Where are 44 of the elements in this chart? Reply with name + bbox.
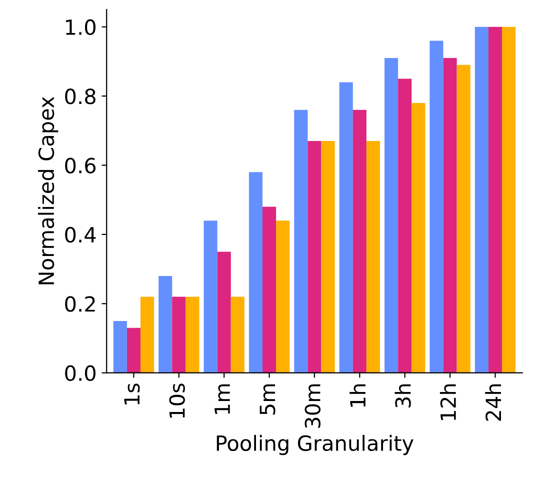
bar (443, 58, 457, 373)
bar (294, 110, 308, 373)
bar (113, 320, 127, 373)
bar (262, 206, 276, 373)
x-tick-label: 3h (394, 384, 411, 408)
bar (204, 220, 218, 373)
x-tick-label: 5m (260, 384, 276, 414)
x-axis-title: Pooling Granularity (216, 434, 414, 456)
x-tick-label: 12h (440, 384, 456, 420)
y-tick-label: 1.0 (66, 19, 96, 36)
bar (474, 26, 488, 373)
x-tick-label: 1h (350, 384, 366, 407)
bar (352, 110, 366, 373)
bar (488, 26, 502, 373)
bar (158, 276, 172, 373)
bar (456, 64, 470, 373)
bar (276, 220, 290, 373)
y-tick-label: 0.6 (65, 158, 96, 174)
y-tick-label: 0.0 (65, 365, 96, 382)
bar (339, 82, 353, 373)
x-tick-label: 10s (169, 384, 185, 418)
x-tick-label: 1s (124, 384, 140, 404)
y-tick-label: 0.4 (65, 226, 96, 243)
bar (412, 102, 426, 373)
bar (217, 252, 231, 373)
bar (398, 78, 412, 373)
x-tick-label: 1m (214, 384, 230, 414)
bar (502, 26, 516, 373)
bar (308, 141, 322, 373)
bar (248, 172, 262, 373)
bar (366, 141, 380, 373)
y-tick-label: 0.2 (65, 296, 95, 312)
x-tick-label: 24h (485, 384, 501, 421)
bar (230, 296, 244, 373)
bar (172, 296, 186, 373)
y-axis-title: Normalized Capex (38, 96, 58, 284)
y-tick-label: 0.8 (65, 88, 96, 104)
bar (186, 296, 200, 373)
bar (126, 328, 140, 373)
x-tick-label: 30m (304, 384, 321, 428)
bar (140, 296, 154, 373)
bar (430, 40, 444, 373)
bar (384, 58, 398, 373)
bar (321, 141, 335, 373)
